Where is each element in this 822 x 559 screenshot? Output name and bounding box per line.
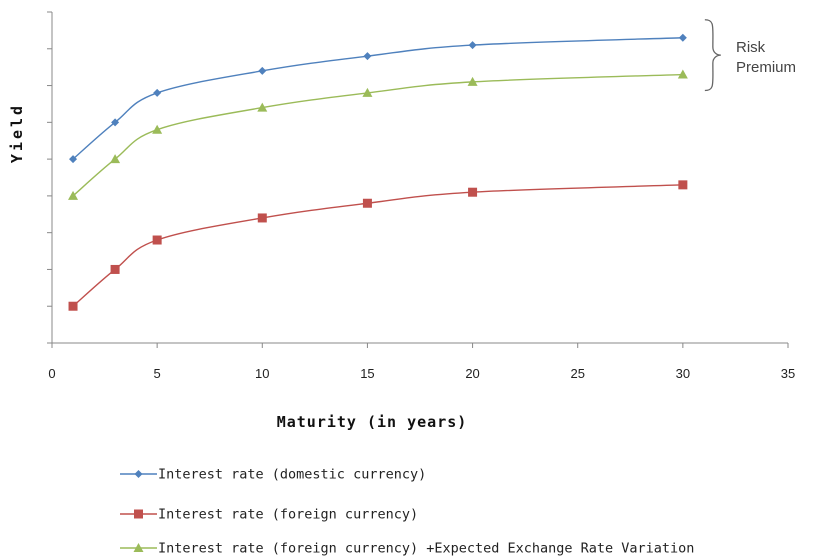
x-tick-label: 5	[154, 366, 161, 381]
data-point	[363, 52, 372, 61]
data-point	[362, 87, 373, 97]
data-point	[468, 187, 478, 197]
x-tick-label: 35	[781, 366, 795, 381]
legend-square-icon	[134, 509, 143, 519]
series-0	[69, 33, 687, 164]
data-point	[678, 33, 687, 42]
legend-label: Interest rate (domestic currency)	[158, 467, 426, 483]
x-axis-ticks: 0 5 10 15 20 25 30 35	[48, 343, 795, 381]
data-point	[153, 88, 162, 97]
legend-label: Interest rate (foreign currency) +Expect…	[158, 541, 694, 557]
y-axis-title: Yield	[8, 103, 26, 163]
series-line	[72, 37, 683, 160]
series-layer	[68, 33, 688, 311]
data-point	[68, 190, 79, 200]
data-point	[468, 41, 477, 50]
legend-item-foreign[interactable]: Interest rate (foreign currency)	[120, 507, 418, 523]
data-point	[257, 102, 268, 112]
risk-premium-label-line2: Premium	[736, 59, 796, 76]
legend: Interest rate (domestic currency) Intere…	[120, 467, 694, 557]
data-point	[110, 264, 120, 274]
x-tick-label: 10	[255, 366, 269, 381]
data-point	[257, 213, 267, 223]
data-point	[152, 235, 162, 245]
series-1	[68, 180, 688, 311]
x-tick-label: 25	[570, 366, 584, 381]
data-point	[467, 76, 478, 86]
series-line	[72, 73, 683, 197]
legend-triangle-icon	[133, 543, 144, 552]
data-point	[68, 301, 78, 311]
series-2	[68, 69, 688, 200]
data-point	[362, 198, 372, 208]
x-tick-label: 15	[360, 366, 374, 381]
legend-item-domestic[interactable]: Interest rate (domestic currency)	[120, 467, 426, 483]
legend-label: Interest rate (foreign currency)	[158, 507, 418, 523]
risk-premium-label-line1: Risk	[736, 39, 766, 56]
x-tick-label: 0	[48, 366, 55, 381]
data-point	[152, 124, 163, 134]
x-tick-label: 20	[465, 366, 479, 381]
x-tick-label: 30	[676, 366, 690, 381]
legend-diamond-icon	[134, 470, 143, 478]
data-point	[678, 180, 688, 190]
data-point	[677, 69, 688, 79]
legend-item-foreign-plus-fx[interactable]: Interest rate (foreign currency) +Expect…	[120, 541, 694, 557]
curly-brace-icon	[704, 19, 721, 92]
data-point	[110, 154, 121, 164]
y-axis-ticks	[47, 11, 52, 344]
data-point	[111, 118, 120, 127]
data-point	[69, 155, 78, 164]
x-axis-title: Maturity (in years)	[277, 413, 468, 431]
plot-area: 0 5 10 15 20 25 30 35	[47, 11, 795, 381]
series-line	[72, 184, 683, 307]
data-point	[258, 66, 267, 75]
risk-premium-annotation: Risk Premium	[704, 19, 796, 92]
